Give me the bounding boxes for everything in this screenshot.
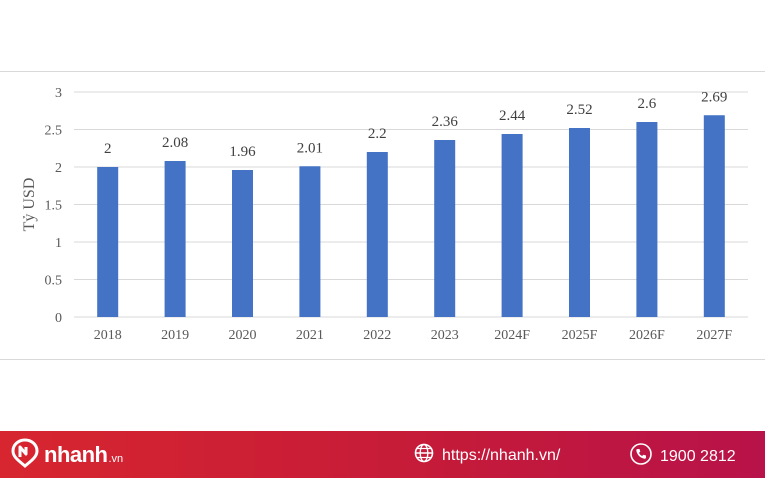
bar (569, 128, 590, 317)
y-tick-label: 3 (55, 86, 62, 101)
brand-name: nhanh (44, 442, 108, 467)
data-label: 2.36 (432, 114, 459, 130)
x-tick-label: 2022 (363, 328, 391, 343)
bar (97, 167, 119, 317)
x-tick-label: 2020 (229, 328, 257, 343)
data-label: 2.01 (297, 140, 323, 156)
phone-icon (630, 443, 660, 470)
footer-bar: nhanh .vn https://nhanh.vn/ 1900 2812 (0, 431, 765, 478)
y-tick-label: 2 (55, 161, 62, 176)
bar (366, 152, 388, 317)
x-tick-label: 2021 (296, 328, 324, 343)
website-link[interactable]: https://nhanh.vn/ (414, 443, 560, 468)
x-tick-label: 2024F (494, 328, 530, 343)
x-tick-label: 2019 (161, 328, 189, 343)
bar (299, 166, 321, 317)
globe-icon (414, 443, 442, 468)
brand-tld: .vn (108, 453, 124, 465)
y-tick-label: 0.5 (45, 274, 63, 289)
bar-chart: 0 0.5 1 1.5 2 2.5 3 Tỷ USD 2 2018 2.08 2019 1.96 2020… (21, 86, 748, 343)
bar (703, 115, 725, 317)
x-tick-label: 2018 (94, 328, 122, 343)
bar (232, 170, 253, 317)
y-tick-label: 1.5 (45, 199, 63, 214)
y-tick-label: 2.5 (45, 124, 63, 139)
chart-frame: 0 0.5 1 1.5 2 2.5 3 Tỷ USD 2 2018 2.08 2019 1.96 2020… (0, 71, 765, 360)
bar (501, 134, 523, 317)
x-tick-label: 2025F (562, 328, 598, 343)
brand-logo[interactable]: nhanh .vn (10, 437, 124, 473)
phone-link[interactable]: 1900 2812 (630, 443, 736, 470)
y-tick-label: 0 (55, 311, 62, 326)
data-label: 2.69 (701, 89, 727, 105)
y-tick-label: 1 (55, 236, 62, 251)
data-label: 2.2 (368, 126, 387, 142)
data-label: 2.08 (162, 135, 188, 151)
nhanh-logo-icon (10, 437, 40, 473)
data-label: 1.96 (229, 144, 256, 160)
bar (636, 122, 658, 317)
data-label: 2.6 (638, 96, 657, 112)
bar (164, 161, 186, 317)
x-tick-label: 2027F (696, 328, 732, 343)
phone-number: 1900 2812 (660, 447, 736, 465)
y-axis-title: Tỷ USD (21, 178, 38, 232)
bar (434, 140, 456, 317)
data-label: 2.44 (499, 108, 526, 124)
data-label: 2 (104, 141, 112, 157)
x-tick-label: 2023 (431, 328, 459, 343)
data-label: 2.52 (566, 102, 592, 118)
x-tick-label: 2026F (629, 328, 665, 343)
website-url: https://nhanh.vn/ (442, 446, 561, 464)
